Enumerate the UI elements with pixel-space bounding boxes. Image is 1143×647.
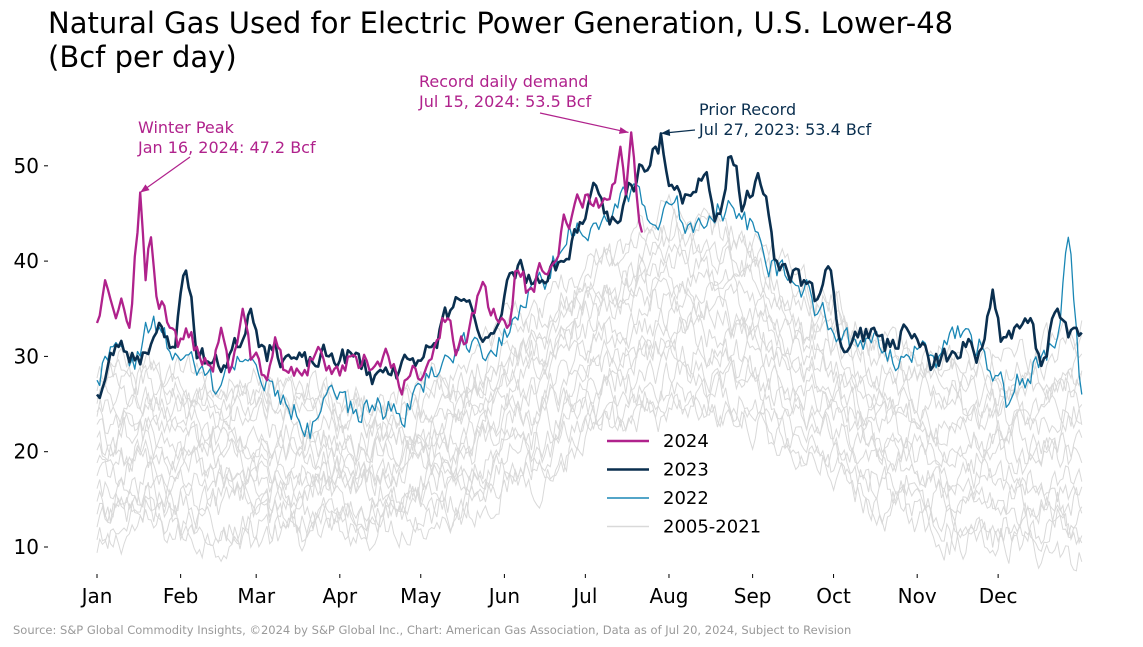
x-tick-label-sep: Sep	[734, 584, 772, 608]
annotation-text: Prior Record Jul 27, 2023: 53.4 Bcf	[698, 100, 872, 139]
annotation-line: Jan 16, 2024: 47.2 Bcf	[137, 138, 316, 157]
series-line-2005-2021-2	[96, 376, 1083, 558]
x-tick-label-may: May	[400, 584, 442, 608]
annotation-arrowhead	[140, 184, 150, 193]
x-tick-label-jan: Jan	[80, 584, 113, 608]
legend: 2024 2023 2022 2005-2021	[607, 431, 761, 538]
series-line-2022	[96, 183, 1083, 440]
x-tick-label-apr: Apr	[323, 584, 358, 608]
x-tick-label-oct: Oct	[816, 584, 851, 608]
series-line-2005-2021-6	[96, 335, 1083, 516]
source-note: Source: S&P Global Commodity Insights, ©…	[13, 623, 851, 637]
series-line-2005-2021-1	[96, 391, 1083, 572]
x-tick-label-nov: Nov	[898, 584, 937, 608]
x-tick-label-aug: Aug	[649, 584, 688, 608]
series-lines	[95, 131, 1083, 440]
historical-lines	[96, 193, 1083, 572]
series-line-2005-2021-3	[96, 371, 1083, 553]
y-axis: 10 20 30 40 50	[14, 154, 48, 559]
y-tick-label: 50	[14, 154, 39, 178]
annotation-line: Record daily demand	[419, 72, 588, 91]
y-tick-label: 10	[14, 535, 39, 559]
annotation-text: Record daily demand Jul 15, 2024: 53.5 Bc…	[418, 72, 592, 111]
x-axis: Jan Feb Mar Apr May Jun Jul Aug Sep Oct Nov Dec	[80, 574, 1018, 608]
series-line-2023	[95, 132, 1083, 400]
annotation-arrowhead	[618, 127, 629, 134]
series-line-2005-2021-17	[96, 193, 1083, 419]
chart-title: Natural Gas Used for Electric Power Gene…	[48, 6, 962, 74]
y-tick-label: 30	[14, 344, 39, 368]
legend-label-2024: 2024	[663, 431, 709, 452]
series-line-2005-2021-9	[96, 295, 1083, 490]
annotation-line: Prior Record	[699, 100, 796, 119]
x-tick-label-jul: Jul	[571, 584, 597, 608]
series-line-2005-2021-15	[96, 222, 1083, 438]
annotation-text: Winter Peak Jan 16, 2024: 47.2 Bcf	[137, 118, 316, 157]
annotation-line: Jul 15, 2024: 53.5 Bcf	[418, 92, 592, 111]
y-tick-label: 20	[14, 440, 39, 464]
series-line-2005-2021-7	[96, 318, 1083, 503]
series-line-2005-2021-4	[96, 357, 1083, 538]
series-line-2005-2021-5	[96, 338, 1083, 526]
annotation-arrowhead	[660, 129, 671, 136]
legend-label-2005-2021: 2005-2021	[663, 517, 761, 538]
annotation-arrow	[539, 112, 629, 134]
annotation-line: Jul 27, 2023: 53.4 Bcf	[698, 120, 872, 139]
annotation-arrow	[139, 156, 191, 193]
series-line-2005-2021-12	[96, 268, 1083, 464]
x-tick-label-dec: Dec	[979, 584, 1018, 608]
y-tick-label: 40	[14, 249, 39, 273]
series-line-2005-2021-14	[96, 233, 1082, 442]
annotation-line: Winter Peak	[138, 118, 235, 137]
legend-label-2022: 2022	[663, 488, 709, 509]
annotations: Winter Peak Jan 16, 2024: 47.2 Bcf Record …	[137, 72, 872, 193]
chart-title-line-2: (Bcf per day)	[48, 40, 237, 74]
series-line-2005-2021-8	[96, 311, 1083, 497]
x-tick-label-feb: Feb	[163, 584, 198, 608]
chart-title-line-1: Natural Gas Used for Electric Power Gene…	[48, 6, 953, 40]
legend-label-2023: 2023	[663, 460, 709, 481]
x-tick-label-jun: Jun	[487, 584, 520, 608]
x-tick-label-mar: Mar	[237, 584, 276, 608]
series-line-2024	[95, 131, 644, 396]
